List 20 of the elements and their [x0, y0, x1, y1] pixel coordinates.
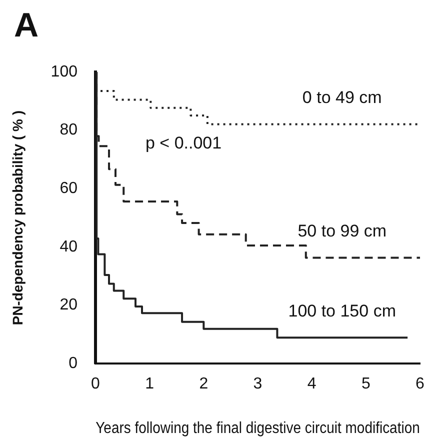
y-tick-label: 0 [68, 355, 78, 372]
y-tick-label: 20 [60, 296, 78, 314]
annotation: p < 0..001 [145, 134, 222, 153]
x-tick-label: 3 [253, 376, 262, 393]
y-tick-label: 100 [50, 63, 78, 80]
x-tick-label: 5 [361, 376, 370, 393]
x-tick-label: 1 [145, 376, 154, 393]
y-tick-label: 40 [60, 238, 78, 256]
series-label: 0 to 49 cm [302, 88, 382, 107]
y-tick-label: 60 [60, 180, 78, 198]
y-tick-label: 80 [60, 122, 78, 139]
series-label: 100 to 150 cm [288, 301, 396, 320]
y-axis-title: PN-dependency probability ( % ) [9, 110, 26, 326]
x-tick-label: 6 [416, 376, 425, 393]
series-label: 50 to 99 cm [298, 221, 387, 240]
x-tick-label: 4 [307, 376, 316, 393]
chart-title: A [14, 6, 39, 44]
x-tick-label: 2 [199, 376, 208, 393]
x-axis-title: Years following the final digestive circuit modification [96, 418, 420, 438]
x-tick-label: 0 [91, 376, 100, 393]
